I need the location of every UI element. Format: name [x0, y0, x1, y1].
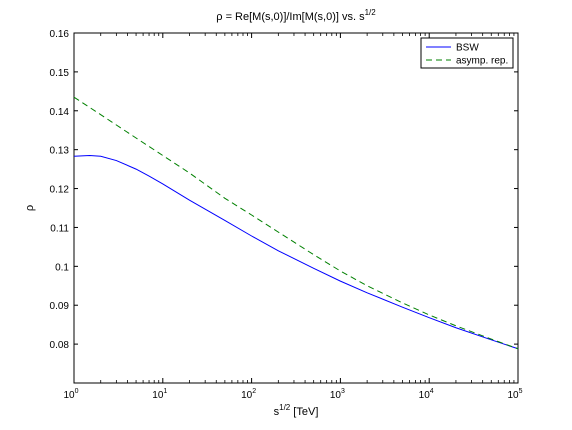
series-line-bsw [73, 154, 519, 350]
y-tick-label: 0.15 [50, 68, 70, 79]
x-tick-label: 103 [330, 388, 345, 401]
y-tick-label: 0.13 [50, 146, 70, 157]
x-tick-label: 101 [152, 388, 167, 401]
y-tick-label: 0.11 [50, 223, 69, 234]
y-tick-label: 0.12 [50, 185, 70, 196]
y-tick-label: 0.1 [55, 262, 69, 273]
x-axis-label: s1/2 [TeV] [274, 403, 319, 418]
x-tick-label: 100 [63, 388, 78, 401]
legend-box [420, 37, 514, 69]
x-tick-label: 102 [241, 388, 256, 401]
x-tick-label: 104 [419, 388, 434, 401]
y-tick-label: 0.09 [50, 301, 70, 312]
legend: BSW asymp. rep. [420, 37, 514, 69]
plot-area [73, 32, 519, 384]
plot-frame [73, 32, 519, 384]
y-tick-label: 0.16 [50, 29, 70, 40]
y-axis: 0.08 0.09 0.1 0.11 0.12 0.13 0.14 0.15 0.16 [50, 29, 518, 351]
chart-title: ρ = Re[M(s,0)]/Im[M(s,0)] vs. s1/2 [216, 8, 376, 23]
x-tick-label: 105 [507, 388, 522, 401]
x-axis: 100 101 102 103 104 105 [63, 33, 523, 401]
y-tick-label: 0.08 [50, 340, 70, 351]
series-layer [73, 96, 519, 350]
legend-label: BSW [456, 43, 479, 54]
y-tick-label: 0.14 [50, 107, 70, 118]
legend-label: asymp. rep. [456, 56, 508, 67]
series-line-asymp-rep [73, 96, 519, 350]
y-axis-label: ρ [24, 205, 36, 211]
